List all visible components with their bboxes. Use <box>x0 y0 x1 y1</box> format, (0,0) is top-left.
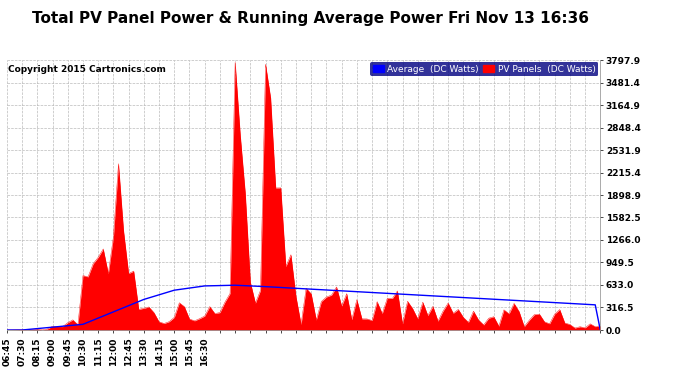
Text: Total PV Panel Power & Running Average Power Fri Nov 13 16:36: Total PV Panel Power & Running Average P… <box>32 11 589 26</box>
Legend: Average  (DC Watts), PV Panels  (DC Watts): Average (DC Watts), PV Panels (DC Watts) <box>370 62 598 76</box>
Text: Copyright 2015 Cartronics.com: Copyright 2015 Cartronics.com <box>8 65 166 74</box>
